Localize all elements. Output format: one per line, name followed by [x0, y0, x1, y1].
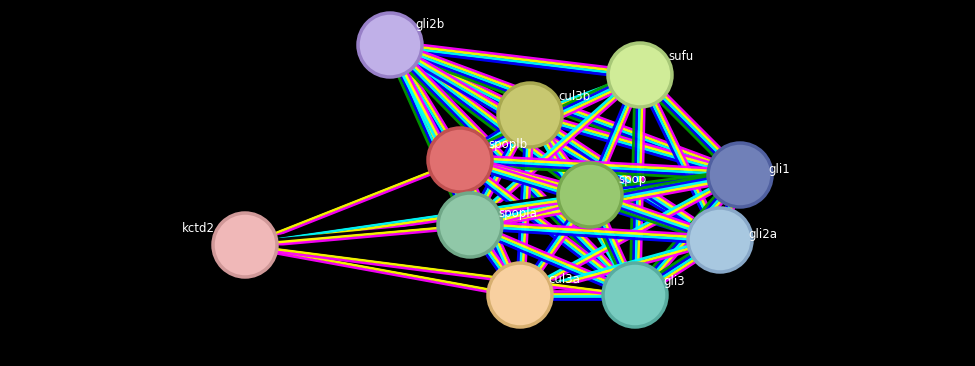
Text: spoplb: spoplb: [488, 138, 527, 151]
Circle shape: [213, 213, 277, 277]
Circle shape: [708, 143, 772, 207]
Text: cul3b: cul3b: [558, 90, 590, 103]
Text: gli2b: gli2b: [415, 18, 445, 31]
Text: spop: spop: [618, 173, 646, 186]
Circle shape: [558, 163, 622, 227]
Circle shape: [603, 263, 667, 327]
Text: sufu: sufu: [668, 50, 693, 63]
Text: cul3a: cul3a: [548, 273, 580, 286]
Circle shape: [608, 43, 672, 107]
Circle shape: [688, 208, 752, 272]
Circle shape: [428, 128, 492, 192]
Circle shape: [438, 193, 502, 257]
Text: gli1: gli1: [768, 163, 790, 176]
Text: gli3: gli3: [663, 275, 684, 288]
Text: gli2a: gli2a: [748, 228, 777, 241]
Circle shape: [358, 13, 422, 77]
Text: spopla: spopla: [498, 207, 537, 220]
Circle shape: [498, 83, 562, 147]
Circle shape: [488, 263, 552, 327]
Text: kctd2: kctd2: [182, 222, 215, 235]
